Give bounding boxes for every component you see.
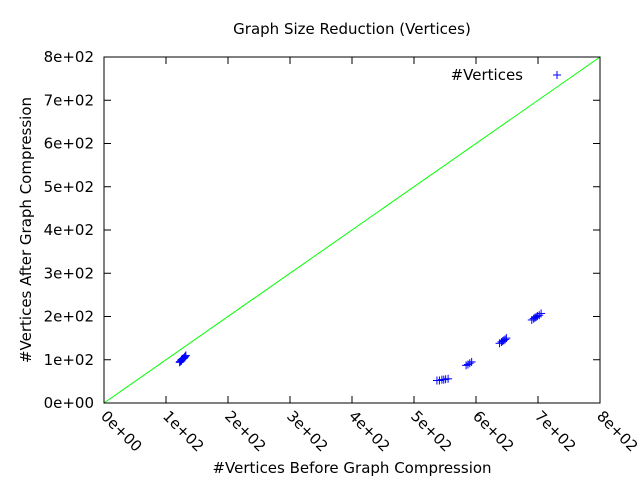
x-tick-label: 3e+02 <box>283 407 331 455</box>
data-point <box>181 351 190 360</box>
x-tick-label: 1e+02 <box>159 407 207 455</box>
y-tick-label: 0e+00 <box>44 394 94 412</box>
legend-label: #Vertices <box>451 66 524 84</box>
y-tick-label: 6e+02 <box>44 135 94 153</box>
data-point <box>181 352 190 361</box>
x-axis-label: #Vertices Before Graph Compression <box>212 459 491 477</box>
data-point <box>467 357 476 366</box>
data-point <box>180 353 189 362</box>
legend: #Vertices <box>451 66 561 84</box>
x-tick-label: 0e+00 <box>97 407 145 455</box>
x-tick-label: 2e+02 <box>221 407 269 455</box>
legend-marker <box>553 71 561 79</box>
x-tick-label: 7e+02 <box>531 407 579 455</box>
x-tick-label: 4e+02 <box>345 407 393 455</box>
y-tick-label: 5e+02 <box>44 178 94 196</box>
data-point <box>537 309 546 318</box>
data-point <box>444 374 453 383</box>
x-tick-label: 6e+02 <box>469 407 517 455</box>
y-tick-label: 8e+02 <box>44 48 94 66</box>
chart-title: Graph Size Reduction (Vertices) <box>233 20 471 38</box>
data-point <box>535 311 544 320</box>
x-tick-label: 5e+02 <box>407 407 455 455</box>
diagonal-reference-layer <box>103 56 601 404</box>
diagonal-reference-line <box>103 56 601 404</box>
y-tick-label: 2e+02 <box>44 308 94 326</box>
data-point <box>465 359 474 368</box>
data-points-layer <box>175 309 546 385</box>
x-tick-label: 8e+02 <box>593 407 640 455</box>
data-point <box>501 335 510 344</box>
data-point <box>502 334 511 343</box>
y-tick-label: 4e+02 <box>44 221 94 239</box>
ticks-layer: 0e+00 1e+02 2e+02 3e+02 4e+02 5e+02 6e+02 7e+02… <box>44 48 640 455</box>
y-tick-label: 7e+02 <box>44 91 94 109</box>
y-tick-label: 1e+02 <box>44 351 94 369</box>
y-axis-label: #Vertices After Graph Compression <box>17 97 35 363</box>
y-tick-label: 3e+02 <box>44 264 94 282</box>
data-point <box>462 361 471 370</box>
